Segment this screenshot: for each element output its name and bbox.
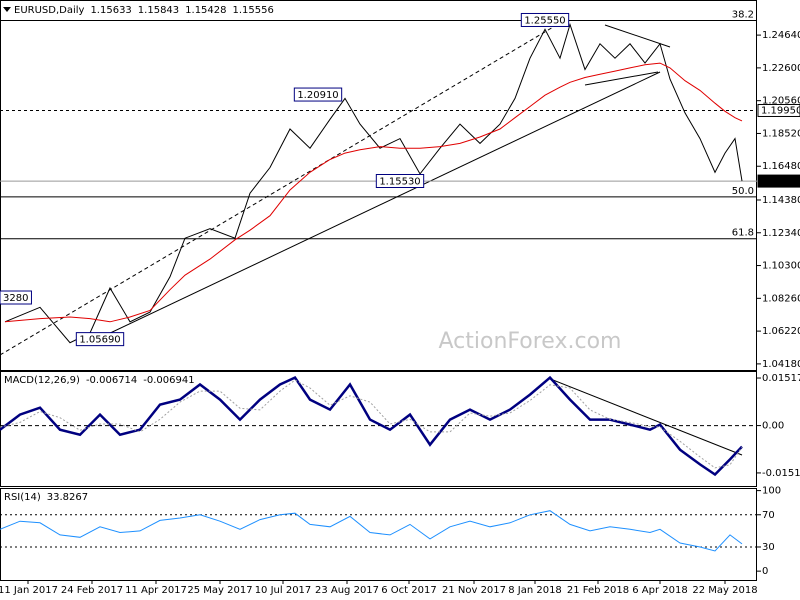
rsi-line	[0, 510, 743, 552]
rsi-panel	[0, 488, 757, 581]
annotation-label: 1.05690	[79, 335, 120, 346]
triangle-line	[584, 71, 659, 86]
y-tick-label: 1.14380	[762, 195, 800, 206]
x-tick-label: 10 Jul 2017	[255, 585, 312, 596]
y-tick-label: 1.22600	[762, 63, 800, 74]
annotation-label: 1.15530	[379, 177, 420, 188]
x-tick-label: 22 May 2018	[692, 585, 757, 596]
y-tick-label: 1.18520	[762, 128, 800, 139]
x-tick-label: 24 Feb 2017	[61, 585, 123, 596]
y-tick-label: 0.00	[762, 421, 784, 432]
ohlc-value: 1.15843	[138, 5, 179, 16]
ohlc-value: 1.15428	[185, 5, 226, 16]
y-tick-label: 30	[762, 542, 775, 553]
price-line	[4, 22, 743, 344]
y-tick-label: 1.08260	[762, 293, 800, 304]
x-tick-label: 21 Feb 2018	[567, 585, 629, 596]
x-tick-label: 11 Apr 2017	[125, 585, 187, 596]
annotation-box	[520, 12, 570, 27]
y-tick-label: 1.12340	[762, 228, 800, 239]
y-tick-label: 1.10300	[762, 261, 800, 272]
y-tick-label: 1.16480	[762, 161, 800, 172]
price-mark-box	[757, 103, 800, 117]
x-tick-label: 11 Jan 2017	[0, 585, 58, 596]
annotation-box	[0, 290, 32, 305]
x-tick-label: 6 Oct 2017	[381, 585, 436, 596]
fib-label: 61.8	[732, 228, 754, 239]
x-tick-label: 25 May 2017	[187, 585, 252, 596]
y-tick-label: 1.20560	[762, 96, 800, 107]
y-tick-label: 0.015176	[762, 373, 800, 384]
indicator-value: 33.8267	[47, 492, 88, 503]
macd-trend-line	[547, 377, 743, 456]
y-tick-label: -0.015109	[762, 468, 800, 479]
fib-label: 50.0	[732, 186, 754, 197]
x-tick-label: 6 Apr 2018	[632, 585, 687, 596]
triangle-line	[604, 24, 671, 48]
y-tick-label: 100	[762, 486, 781, 497]
ohlc-value: 1.15633	[90, 5, 131, 16]
moving-average	[4, 62, 743, 323]
y-tick-label: 1.24640	[762, 30, 800, 41]
annotation-label: 1.25550	[524, 15, 565, 26]
x-tick-label: 8 Jan 2018	[508, 585, 562, 596]
y-tick-label: 1.06220	[762, 326, 800, 337]
panel-title: MACD(12,26,9)	[4, 375, 80, 386]
x-tick-label: 21 Nov 2017	[442, 585, 506, 596]
ohlc-value: 1.15556	[233, 5, 274, 16]
annotation-box	[293, 87, 343, 102]
panel-title: RSI(14)	[4, 492, 41, 503]
x-tick-label: 23 Aug 2017	[315, 585, 379, 596]
annotation-label: 1.20910	[297, 90, 338, 101]
price-mark-label: 1.15556	[761, 176, 800, 187]
price-panel	[0, 0, 757, 371]
fib-label: 38.2	[732, 9, 754, 20]
panel-title: EURUSD,Daily	[14, 5, 85, 16]
indicator-value: -0.006941	[143, 375, 194, 386]
macd-line	[0, 375, 743, 477]
annotation-box	[375, 174, 425, 189]
trend-line	[84, 71, 661, 346]
y-tick-label: 1.04180	[762, 359, 800, 370]
price-mark-box	[757, 174, 800, 188]
annotation-box	[75, 332, 125, 347]
indicator-value: -0.006714	[86, 375, 137, 386]
annotation-label: 3280	[3, 293, 28, 304]
price-mark-label: 1.19950	[761, 105, 800, 116]
y-tick-label: 0	[762, 566, 768, 577]
menu-icon	[3, 7, 11, 12]
watermark: ActionForex.com	[439, 329, 622, 354]
signal-line	[0, 379, 743, 469]
channel-line	[0, 19, 566, 356]
y-tick-label: 70	[762, 510, 775, 521]
